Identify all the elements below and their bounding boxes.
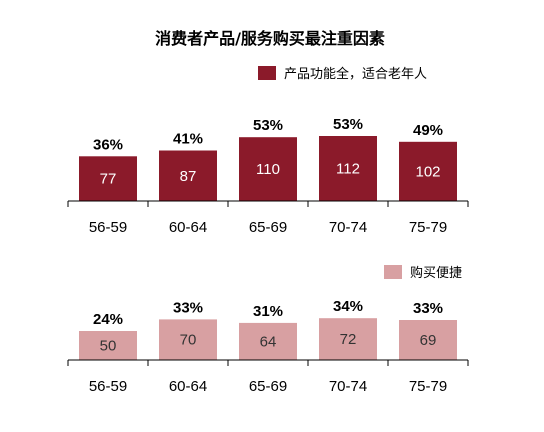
legend-label-bottom: 购买便捷 bbox=[410, 265, 462, 281]
bar-value-label-bottom-60-64: 70 bbox=[180, 332, 197, 349]
bar-value-label-bottom-70-74: 72 bbox=[340, 331, 357, 348]
bar-top-60-64 bbox=[159, 150, 217, 201]
bars-bottom: 50 24% 70 33% 64 31% 72 34% 69 33% bbox=[79, 298, 457, 360]
x-tick-label-top-60-64: 60-64 bbox=[169, 219, 207, 236]
bar-value-label-bottom-56-59: 50 bbox=[100, 338, 117, 355]
x-tick-label-bottom-56-59: 56-59 bbox=[89, 378, 127, 395]
legend-label-top: 产品功能全，适合老年人 bbox=[284, 66, 427, 82]
bar-bottom-60-64 bbox=[159, 319, 217, 360]
ticks-top: 56-59 60-64 65-69 70-74 75-79 bbox=[67, 201, 469, 236]
ticks-bottom: 56-59 60-64 65-69 70-74 75-79 bbox=[67, 360, 469, 395]
bar-bottom-56-59 bbox=[79, 331, 137, 360]
bars-top: 77 36% 87 41% 110 53% 112 53% 102 49% bbox=[79, 116, 457, 201]
bar-top-75-79 bbox=[399, 141, 457, 201]
percent-label-bottom-56-59: 24% bbox=[93, 311, 123, 328]
x-tick-label-bottom-70-74: 70-74 bbox=[329, 378, 367, 395]
percent-label-bottom-75-79: 33% bbox=[413, 300, 443, 317]
percent-label-top-75-79: 49% bbox=[413, 122, 443, 139]
x-tick-label-bottom-60-64: 60-64 bbox=[169, 378, 207, 395]
chart-title: 消费者产品/服务购买最注重因素 bbox=[155, 29, 385, 48]
percent-label-top-56-59: 36% bbox=[93, 136, 123, 153]
percent-label-top-65-69: 53% bbox=[253, 117, 283, 134]
bar-value-label-bottom-65-69: 64 bbox=[260, 333, 277, 350]
x-tick-label-top-70-74: 70-74 bbox=[329, 219, 367, 236]
x-tick-label-top-65-69: 65-69 bbox=[249, 219, 287, 236]
percent-label-bottom-60-64: 33% bbox=[173, 299, 203, 316]
bar-value-label-top-56-59: 77 bbox=[100, 171, 117, 188]
x-tick-label-bottom-75-79: 75-79 bbox=[409, 378, 447, 395]
bar-bottom-70-74 bbox=[319, 318, 377, 360]
percent-label-bottom-65-69: 31% bbox=[253, 303, 283, 320]
bar-top-56-59 bbox=[79, 156, 137, 201]
percent-label-top-70-74: 53% bbox=[333, 116, 363, 133]
percent-label-top-60-64: 41% bbox=[173, 131, 203, 148]
bar-value-label-top-65-69: 110 bbox=[256, 161, 280, 178]
bar-top-70-74 bbox=[319, 136, 377, 201]
bar-value-label-top-75-79: 102 bbox=[415, 163, 440, 180]
percent-label-bottom-70-74: 34% bbox=[333, 298, 363, 315]
bar-value-label-top-70-74: 112 bbox=[336, 161, 360, 178]
x-tick-label-top-56-59: 56-59 bbox=[89, 219, 127, 236]
bar-bottom-65-69 bbox=[239, 322, 297, 360]
legend-swatch-top bbox=[258, 66, 276, 80]
bar-top-65-69 bbox=[239, 137, 297, 201]
panel-top: 产品功能全，适合老年人 77 36% 87 41% 110 53% 112 53% 102 49%… bbox=[67, 66, 469, 236]
panel-bottom: 购买便捷 50 24% 70 33% 64 31% 72 34% 69 33% 56-59 60-6… bbox=[67, 265, 469, 395]
x-tick-label-top-75-79: 75-79 bbox=[409, 219, 447, 236]
legend-swatch-bottom bbox=[384, 265, 402, 279]
bar-value-label-top-60-64: 87 bbox=[180, 168, 197, 185]
x-tick-label-bottom-65-69: 65-69 bbox=[249, 378, 287, 395]
bar-value-label-bottom-75-79: 69 bbox=[420, 332, 437, 349]
bar-bottom-75-79 bbox=[399, 320, 457, 360]
